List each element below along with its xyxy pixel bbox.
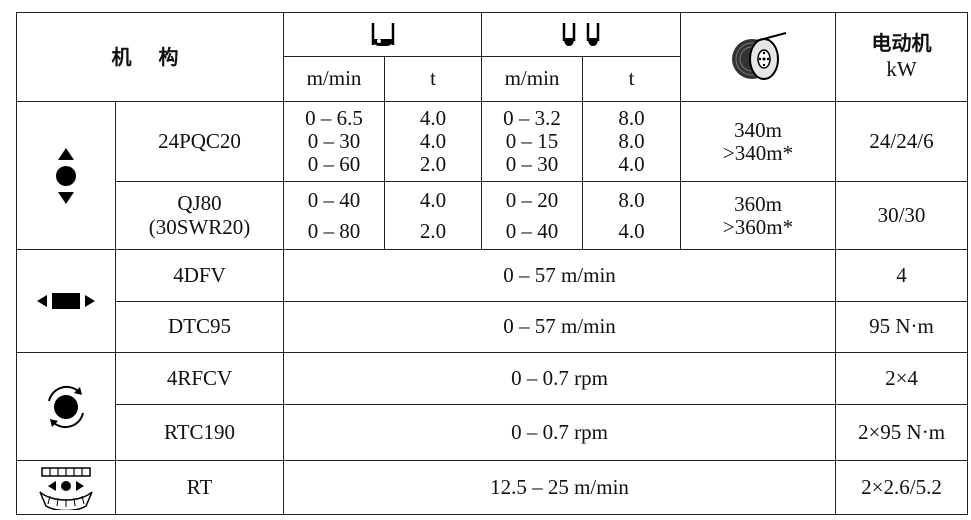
model-cell: RT [115, 460, 284, 515]
single-load-cell: 4.0 2.0 [384, 181, 482, 250]
model-cell: 4RFCV [115, 352, 284, 405]
double-speed-unit: m/min [481, 56, 583, 102]
slewing-icon-cell [16, 352, 116, 461]
motor-header: 电动机 kW [835, 12, 968, 102]
table-row: 24PQC20 0 – 6.5 0 – 30 0 – 60 4.0 4.0 2.… [16, 101, 968, 250]
slewing-rotation-icon [48, 385, 84, 428]
rope-length-cell: 340m >340m* [680, 101, 836, 182]
motor-header-label: 电动机 [871, 31, 932, 56]
single-fall-header [283, 12, 482, 57]
double-fall-hook-icon [562, 22, 600, 46]
value-cell: 12.5 – 25 m/min [283, 460, 836, 515]
double-load-cell: 8.0 4.0 [582, 181, 681, 250]
model-cell: RTC190 [115, 404, 284, 461]
hoist-up-down-icon [56, 147, 76, 204]
table-row: DTC95 0 – 57 m/min 95 N·m [17, 301, 968, 353]
single-load-cell: 4.0 4.0 2.0 [384, 101, 482, 182]
double-speed-cell: 0 – 20 0 – 40 [481, 181, 583, 250]
value-cell: 0 – 57 m/min [283, 301, 836, 353]
model-cell: 4DFV [115, 249, 284, 302]
motor-cell: 4 [835, 249, 968, 302]
mechanism-header: 机 构 [16, 12, 284, 102]
single-speed-unit: m/min [283, 56, 385, 102]
rope-length-cell: 360m >360m* [680, 181, 836, 250]
double-speed-cell: 0 – 3.2 0 – 15 0 – 30 [481, 101, 583, 182]
table-row: 4DFV 0 – 57 m/min 4 [16, 249, 968, 353]
trolley-icon-cell [16, 249, 116, 353]
single-load-unit: t [384, 56, 482, 102]
motor-cell: 2×95 N·m [835, 404, 968, 461]
double-load-cell: 8.0 8.0 4.0 [582, 101, 681, 182]
rope-drum-icon [732, 32, 787, 80]
model-cell: QJ80 (30SWR20) [115, 181, 284, 250]
double-load-unit: t [582, 56, 681, 102]
rope-drum-header [680, 12, 836, 102]
table-row: 4RFCV 0 – 0.7 rpm 2×4 [16, 352, 968, 461]
model-cell: DTC95 [115, 301, 284, 353]
motor-cell: 24/24/6 [835, 101, 968, 182]
table-row: RT 12.5 – 25 m/min 2×2.6/5.2 [16, 460, 968, 515]
table-row: RTC190 0 – 0.7 rpm 2×95 N·m [17, 404, 968, 461]
value-cell: 0 – 57 m/min [283, 249, 836, 302]
trolley-travel-icon [37, 293, 95, 309]
single-speed-cell: 0 – 40 0 – 80 [283, 181, 385, 250]
crane-travel-icon [39, 466, 93, 510]
single-speed-cell: 0 – 6.5 0 – 30 0 – 60 [283, 101, 385, 182]
motor-cell: 2×2.6/5.2 [835, 460, 968, 515]
motor-cell: 2×4 [835, 352, 968, 405]
motor-cell: 30/30 [835, 181, 968, 250]
mechanism-spec-table: 机 构 [16, 12, 968, 515]
single-fall-hook-icon [371, 22, 394, 46]
value-cell: 0 – 0.7 rpm [283, 404, 836, 461]
travel-icon-cell [16, 460, 116, 515]
motor-header-unit: kW [886, 57, 917, 82]
table-row: QJ80 (30SWR20) 0 – 40 0 – 80 4.0 2.0 0 –… [17, 181, 968, 250]
value-cell: 0 – 0.7 rpm [283, 352, 836, 405]
hoist-icon-cell [16, 101, 116, 250]
model-cell: 24PQC20 [115, 101, 284, 182]
double-fall-header [481, 12, 681, 57]
motor-cell: 95 N·m [835, 301, 968, 353]
